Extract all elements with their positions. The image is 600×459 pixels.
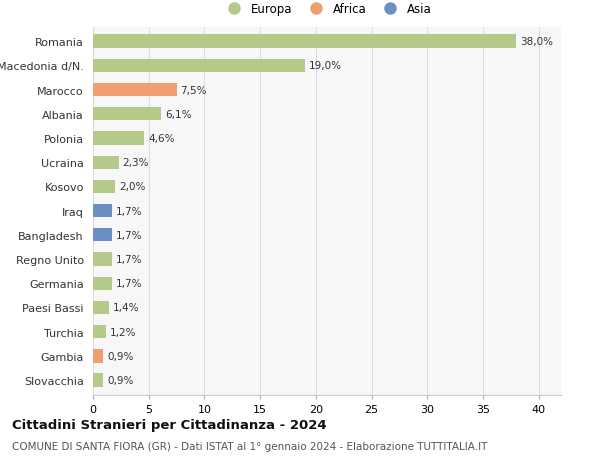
Bar: [93, 253, 112, 266]
Bar: [93, 180, 115, 194]
Text: COMUNE DI SANTA FIORA (GR) - Dati ISTAT al 1° gennaio 2024 - Elaborazione TUTTIT: COMUNE DI SANTA FIORA (GR) - Dati ISTAT …: [12, 441, 487, 451]
Bar: [93, 84, 176, 97]
Bar: [93, 277, 112, 290]
Bar: [93, 132, 144, 146]
Text: 1,7%: 1,7%: [116, 254, 142, 264]
Text: 4,6%: 4,6%: [148, 134, 175, 144]
Text: 1,7%: 1,7%: [116, 206, 142, 216]
Bar: [93, 229, 112, 242]
Text: 1,4%: 1,4%: [113, 303, 139, 313]
Text: 1,2%: 1,2%: [110, 327, 137, 337]
Bar: [93, 349, 103, 363]
Bar: [93, 325, 106, 339]
Text: 6,1%: 6,1%: [165, 110, 191, 119]
Text: 2,3%: 2,3%: [122, 158, 149, 168]
Text: 0,9%: 0,9%: [107, 375, 133, 385]
Bar: [93, 301, 109, 314]
Text: Cittadini Stranieri per Cittadinanza - 2024: Cittadini Stranieri per Cittadinanza - 2…: [12, 418, 326, 431]
Text: 1,7%: 1,7%: [116, 279, 142, 289]
Bar: [93, 205, 112, 218]
Bar: [93, 108, 161, 121]
Text: 19,0%: 19,0%: [308, 61, 341, 71]
Bar: [93, 156, 119, 169]
Bar: [93, 60, 305, 73]
Text: 2,0%: 2,0%: [119, 182, 146, 192]
Text: 1,7%: 1,7%: [116, 230, 142, 241]
Text: 7,5%: 7,5%: [181, 85, 207, 95]
Text: 0,9%: 0,9%: [107, 351, 133, 361]
Bar: [93, 374, 103, 387]
Text: 38,0%: 38,0%: [520, 37, 553, 47]
Legend: Europa, Africa, Asia: Europa, Africa, Asia: [220, 0, 434, 18]
Bar: [93, 35, 517, 49]
